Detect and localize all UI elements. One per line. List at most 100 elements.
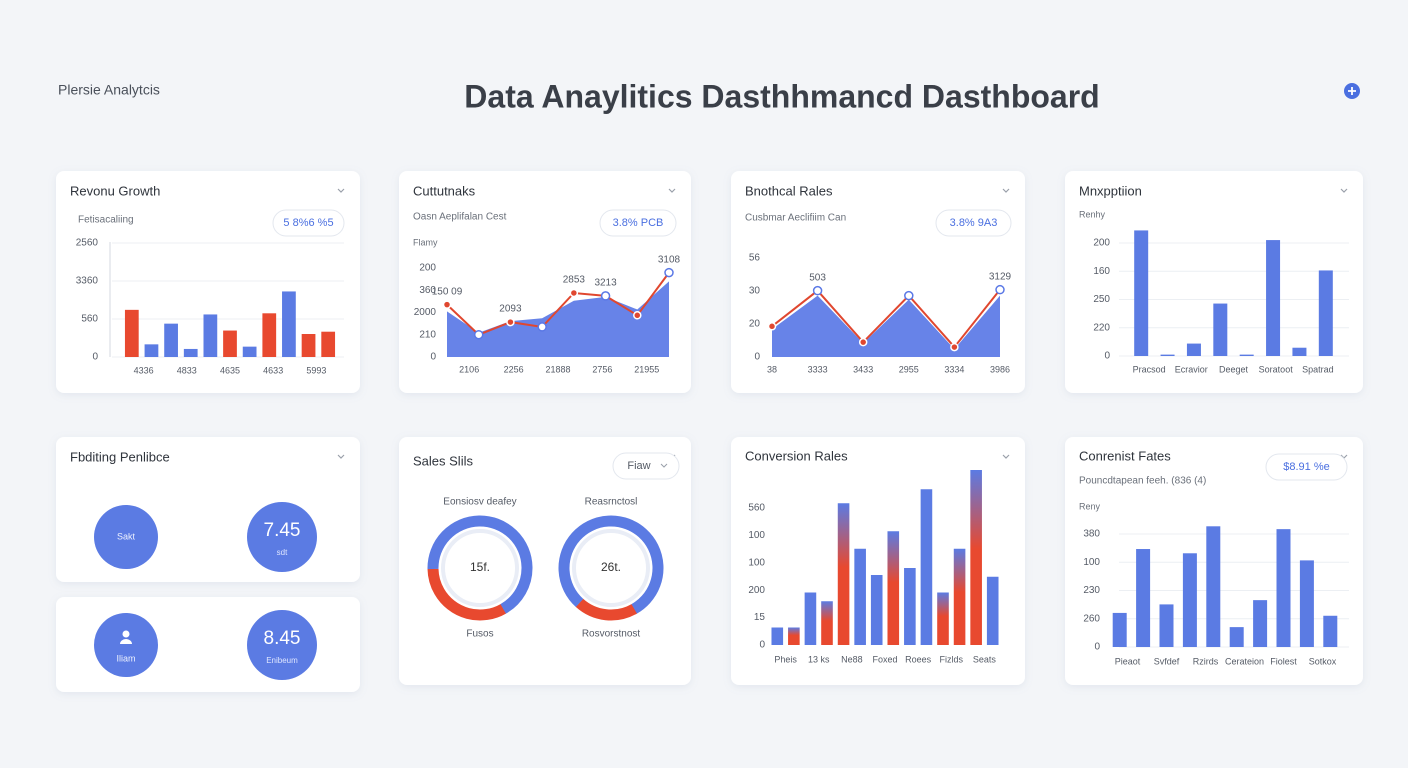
y-tick-label: 250: [1093, 294, 1110, 305]
badge: [599, 209, 677, 237]
x-tick-label: 5993: [306, 365, 326, 375]
bar: [788, 627, 800, 645]
brand: Plersie Analytcis: [58, 82, 160, 98]
y-tick-label: 230: [1083, 585, 1100, 596]
x-tick-label: 2955: [899, 364, 919, 374]
add-button[interactable]: [1344, 83, 1360, 99]
filter-button[interactable]: Fiaw: [627, 460, 650, 472]
x-tick-label: Ne88: [841, 654, 863, 664]
bar: [321, 331, 336, 357]
point: [995, 284, 1005, 295]
kpi-label: sdt: [277, 548, 288, 557]
card-subtitle: Cusbmar Aeclifiim Can: [745, 213, 846, 224]
x-tick-label: Foxed: [872, 654, 897, 664]
point: [664, 267, 674, 278]
x-tick-label: 3433: [853, 364, 873, 374]
point: [950, 342, 959, 352]
bar: [183, 348, 198, 357]
y-tick-label: 100: [1083, 557, 1100, 568]
y-tick-label: 200: [748, 585, 765, 596]
annotation: 3129: [989, 271, 1012, 282]
kpi-label: Enibeum: [266, 656, 298, 665]
point: [569, 288, 579, 298]
annotation: 503: [809, 272, 826, 283]
panel: [399, 437, 691, 685]
x-tick-label: 3986: [990, 364, 1010, 374]
badge-value: 3.8% 9A3: [950, 217, 998, 229]
y-tick-label: 20: [749, 319, 761, 330]
kpi-value: 7.45: [264, 520, 301, 541]
y-tick-label: 0: [754, 352, 760, 363]
y-tick-label: 360: [419, 285, 436, 296]
y-tick-label: 210: [419, 329, 436, 340]
badge-value: 3.8% PCB: [613, 217, 664, 229]
filter-button[interactable]: [660, 463, 668, 468]
y-tick-label: 100: [748, 557, 765, 568]
card-subtitle: Oasn Aeplifalan Cest: [413, 212, 507, 223]
x-tick-label: Roees: [905, 654, 932, 664]
x-tick-label: 3334: [944, 364, 964, 374]
x-tick-label: 3333: [808, 364, 828, 374]
x-tick-label: 2106: [459, 364, 479, 374]
y-tick-label: 100: [748, 530, 765, 541]
panel: [731, 171, 1025, 393]
card-title: Sales Slils: [413, 453, 473, 468]
kpi-circle: [247, 502, 317, 572]
point: [767, 322, 777, 331]
x-tick-label: Rzirds: [1193, 656, 1219, 666]
y-tick-label: 56: [749, 253, 761, 264]
menu-button[interactable]: [337, 188, 345, 193]
x-tick-label: Cerateion: [1225, 656, 1264, 666]
card-title: Cuttutnaks: [413, 183, 476, 198]
x-tick-label: Pheis: [774, 654, 797, 664]
badge-value: 5 8%6 %5: [283, 217, 333, 229]
x-tick-label: 4633: [263, 365, 283, 375]
annotation: 150 09: [432, 286, 463, 297]
annotation: 3213: [594, 278, 617, 289]
point: [904, 290, 914, 301]
y-tick-label: 2000: [414, 307, 437, 318]
bar: [804, 592, 817, 645]
x-tick-label: Soratoot: [1259, 364, 1294, 374]
panel: [56, 171, 360, 393]
bar: [1299, 560, 1314, 647]
x-tick-label: 4833: [177, 365, 197, 375]
y-tick-label: 2560: [76, 238, 99, 249]
point: [442, 300, 452, 309]
y-tick-label: 560: [748, 503, 765, 514]
axis-label: Reny: [1079, 501, 1101, 511]
bar: [821, 601, 833, 645]
y-tick-label: 0: [92, 352, 98, 363]
bar: [970, 470, 982, 645]
x-tick-label: Fiolest: [1270, 656, 1297, 666]
x-tick-label: 21888: [545, 364, 570, 374]
kpi-circle: [247, 610, 317, 680]
y-tick-label: 380: [1083, 529, 1100, 540]
line: [446, 272, 670, 336]
bar: [771, 627, 784, 645]
badge: [935, 209, 1012, 237]
bar: [1266, 240, 1281, 356]
card-title: Revonu Growth: [70, 183, 160, 198]
menu-button[interactable]: [1340, 188, 1348, 193]
kpi-circle: [94, 505, 158, 569]
bar: [262, 313, 277, 357]
bar: [1276, 529, 1291, 647]
y-tick-label: 260: [1083, 613, 1100, 624]
bar: [301, 334, 316, 357]
bar: [1160, 354, 1175, 356]
annotation: 2093: [499, 304, 522, 315]
y-tick-label: 0: [759, 640, 765, 651]
y-tick-label: 220: [1093, 322, 1110, 333]
donut-center: 26t.: [601, 560, 621, 574]
menu-button[interactable]: [1002, 188, 1010, 193]
badge-value: $8.91 %e: [1283, 461, 1329, 473]
bar: [904, 568, 916, 645]
x-tick-label: 4635: [220, 365, 240, 375]
x-tick-label: Ecravior: [1175, 364, 1208, 374]
menu-button[interactable]: [337, 454, 345, 459]
menu-button[interactable]: [1002, 454, 1010, 459]
filter-button[interactable]: [612, 452, 680, 480]
menu-button[interactable]: [668, 188, 676, 193]
x-tick-label: Sotkox: [1309, 656, 1337, 666]
